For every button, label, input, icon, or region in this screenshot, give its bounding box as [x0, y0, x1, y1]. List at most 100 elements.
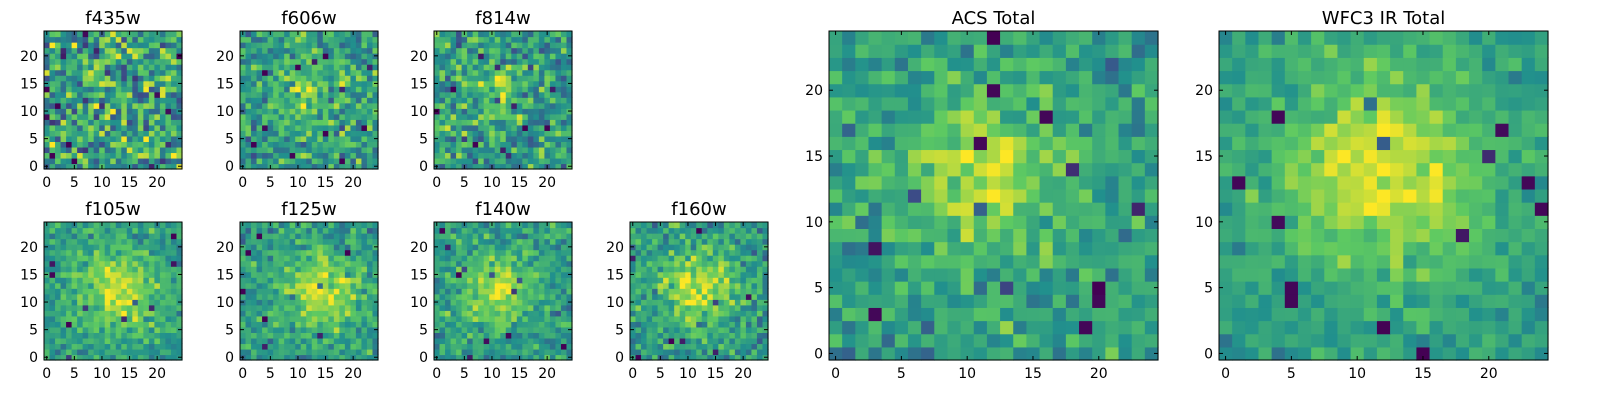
heatmap-cell: [450, 266, 457, 273]
heatmap-cell: [170, 277, 178, 284]
heatmap-cell: [549, 255, 557, 262]
heatmap-cell: [306, 266, 313, 273]
heatmap-cell: [663, 282, 670, 289]
heatmap-cell: [44, 293, 51, 300]
heatmap-cell: [478, 75, 485, 82]
heatmap-cell: [483, 146, 490, 154]
heatmap-cell: [132, 293, 139, 300]
heatmap-cell: [690, 326, 697, 333]
heatmap-cell: [88, 75, 95, 82]
heatmap-cell: [1052, 241, 1067, 256]
heatmap-cell: [295, 266, 302, 273]
heatmap-cell: [635, 326, 642, 333]
heatmap-cell: [137, 124, 144, 131]
heatmap-cell: [300, 53, 307, 60]
heatmap-cell: [121, 233, 128, 240]
heatmap-cell: [646, 293, 653, 300]
heatmap-cell: [907, 254, 922, 269]
heatmap-cell: [685, 255, 692, 262]
heatmap-cell: [505, 64, 512, 71]
heatmap-cell: [516, 315, 523, 322]
heatmap-cell: [170, 31, 178, 38]
heatmap-cell: [674, 304, 681, 311]
heatmap-cell: [494, 238, 501, 245]
heatmap-cell: [555, 238, 562, 245]
heatmap-cell: [339, 222, 346, 229]
heatmap-cell: [300, 304, 307, 311]
heatmap-cell: [66, 222, 73, 229]
heatmap-cell: [344, 238, 351, 245]
heatmap-cell: [516, 69, 523, 76]
heatmap-cell: [262, 354, 269, 361]
heatmap-cell: [522, 293, 529, 300]
heatmap-cell: [494, 354, 501, 361]
heatmap-cell: [641, 238, 648, 245]
heatmap-cell: [66, 75, 73, 82]
heatmap-cell: [121, 75, 128, 82]
heatmap-cell: [734, 227, 741, 234]
heatmap-cell: [115, 260, 122, 267]
heatmap-cell: [344, 152, 351, 159]
heatmap-cell: [751, 249, 758, 256]
heatmap-cell: [328, 58, 335, 65]
heatmap-cell: [652, 266, 659, 273]
heatmap-cell: [511, 135, 518, 142]
heatmap-cell: [328, 157, 335, 165]
heatmap-cell: [718, 244, 725, 251]
heatmap-cell: [251, 304, 258, 311]
heatmap-cell: [718, 337, 725, 345]
heatmap-cell: [456, 326, 463, 333]
heatmap-cell: [516, 64, 523, 71]
heatmap-cell: [566, 343, 573, 350]
heatmap-cell: [439, 227, 446, 234]
heatmap-cell: [251, 244, 258, 251]
heatmap-cell: [361, 31, 368, 38]
heatmap-cell: [516, 157, 523, 165]
heatmap-cell: [560, 271, 568, 278]
heatmap-cell: [456, 135, 463, 142]
heatmap-cell: [505, 31, 512, 38]
heatmap-cell: [1118, 162, 1133, 177]
heatmap-cell: [668, 233, 675, 240]
heatmap-cell: [934, 320, 949, 335]
heatmap-cell: [489, 124, 496, 131]
heatmap-cell: [740, 304, 747, 311]
heatmap-cell: [344, 293, 351, 300]
heatmap-cell: [1026, 281, 1041, 295]
heatmap-cell: [1105, 281, 1120, 295]
heatmap-cell: [143, 152, 150, 159]
heatmap-cell: [894, 333, 909, 348]
heatmap-cell: [49, 271, 56, 278]
heatmap-cell: [456, 304, 463, 311]
heatmap-cell: [960, 175, 975, 190]
heatmap-cell: [533, 233, 540, 240]
heatmap-cell: [1039, 162, 1054, 177]
heatmap-cell: [295, 337, 302, 345]
heatmap-cell: [1065, 254, 1080, 269]
heatmap-cell: [467, 288, 474, 295]
heatmap-cell: [842, 175, 856, 190]
heatmap-cell: [262, 124, 269, 131]
heatmap-cell: [88, 124, 95, 131]
heatmap-cell: [555, 146, 562, 154]
heatmap-cell: [566, 47, 573, 54]
heatmap-cell: [328, 53, 335, 60]
heatmap-cell: [527, 75, 534, 82]
heatmap-cell: [99, 152, 106, 159]
heatmap-cell: [137, 321, 144, 328]
heatmap-cell: [372, 91, 379, 98]
heatmap-cell: [71, 255, 78, 262]
heatmap-cell: [240, 321, 247, 328]
heatmap-cell: [333, 108, 340, 115]
heatmap-cell: [361, 293, 368, 300]
heatmap-cell: [723, 304, 730, 311]
heatmap-cell: [99, 124, 106, 131]
heatmap-cell: [1079, 333, 1093, 348]
heatmap-cell: [115, 255, 122, 262]
heatmap-cell: [1000, 267, 1014, 282]
heatmap-cell: [159, 91, 167, 98]
heatmap-cell: [500, 42, 507, 49]
heatmap-cell: [355, 119, 363, 126]
heatmap-cell: [472, 36, 479, 43]
heatmap-cell: [251, 293, 258, 300]
